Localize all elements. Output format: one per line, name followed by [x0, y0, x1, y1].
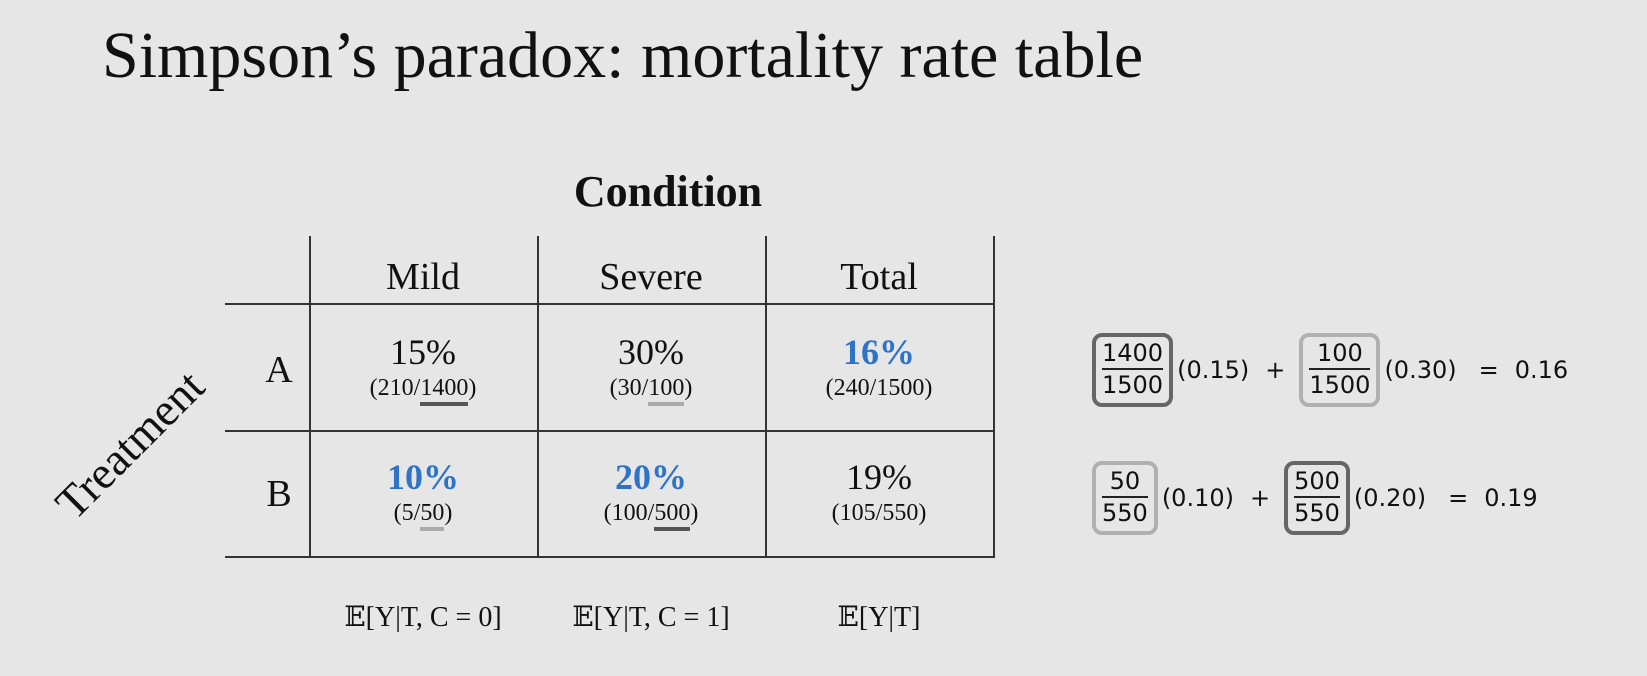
cell-a-mild: 15% (210/1400): [303, 332, 543, 406]
grid-hline: [225, 430, 995, 432]
denominator-underline: 500: [654, 501, 691, 531]
column-header-total: Total: [840, 256, 918, 298]
row-header-b: B: [266, 473, 292, 515]
rate-value: 10%: [387, 457, 459, 497]
expectation-severe: 𝔼[Y|T, C = 1]: [572, 602, 730, 633]
weight-fraction-box: 100 1500: [1299, 333, 1381, 407]
condition-header: Condition: [573, 167, 763, 216]
slide-title: Simpson’s paradox: mortality rate table: [102, 19, 1144, 92]
count-fraction: (30/100): [531, 373, 771, 406]
count-fraction: (240/1500): [825, 375, 933, 402]
result-value: 0.19: [1484, 484, 1538, 512]
weighted-average-equation-a: 1400 1500 (0.15) + 100 1500 (0.30) = 0.16: [1092, 326, 1568, 414]
count-fraction: (105/550): [831, 500, 927, 527]
weight-fraction-box: 50 550: [1092, 461, 1158, 535]
expectation-total: 𝔼[Y|T]: [837, 602, 921, 633]
expectation-mild: 𝔼[Y|T, C = 0]: [344, 602, 502, 633]
column-header-severe: Severe: [599, 256, 703, 298]
count-fraction: (210/1400): [303, 373, 543, 406]
plus-sign: +: [1249, 484, 1271, 512]
count-fraction: (100/500): [531, 498, 771, 531]
cell-b-mild: 10% (5/50): [303, 457, 543, 531]
cell-a-total: 16% (240/1500): [759, 332, 999, 405]
equals-sign: =: [1478, 356, 1499, 384]
cell-a-severe: 30% (30/100): [531, 332, 771, 406]
count-fraction: (5/50): [303, 498, 543, 531]
rate-value: 16%: [843, 332, 915, 372]
grid-vline: [765, 236, 767, 558]
rate-term: (0.10): [1161, 484, 1234, 512]
cell-b-total: 19% (105/550): [759, 457, 999, 530]
rate-value: 15%: [390, 332, 456, 372]
weighted-average-equation-b: 50 550 (0.10) + 500 550 (0.20) = 0.19: [1092, 454, 1538, 542]
rate-value: 30%: [618, 332, 684, 372]
row-header-a: A: [265, 349, 293, 391]
grid-vline: [309, 236, 311, 558]
rate-term: (0.20): [1353, 484, 1427, 512]
rate-value: 19%: [846, 457, 912, 497]
rate-term: (0.30): [1384, 356, 1457, 384]
treatment-header: Treatment: [45, 360, 214, 529]
result-value: 0.16: [1514, 356, 1569, 384]
grid-hline: [225, 303, 995, 305]
rate-term: (0.15): [1177, 356, 1250, 384]
column-header-mild: Mild: [386, 256, 460, 298]
cell-b-severe: 20% (100/500): [531, 457, 771, 531]
denominator-underline: 100: [648, 376, 685, 406]
weight-fraction-box: 500 550: [1284, 461, 1350, 535]
grid-vline: [537, 236, 539, 558]
plus-sign: +: [1265, 356, 1286, 384]
equals-sign: =: [1448, 484, 1469, 512]
denominator-underline: 50: [420, 501, 445, 531]
weight-fraction-box: 1400 1500: [1092, 333, 1174, 407]
rate-value: 20%: [615, 457, 687, 497]
denominator-underline: 1400: [420, 376, 469, 406]
grid-hline: [225, 556, 995, 558]
grid-vline: [993, 236, 995, 558]
